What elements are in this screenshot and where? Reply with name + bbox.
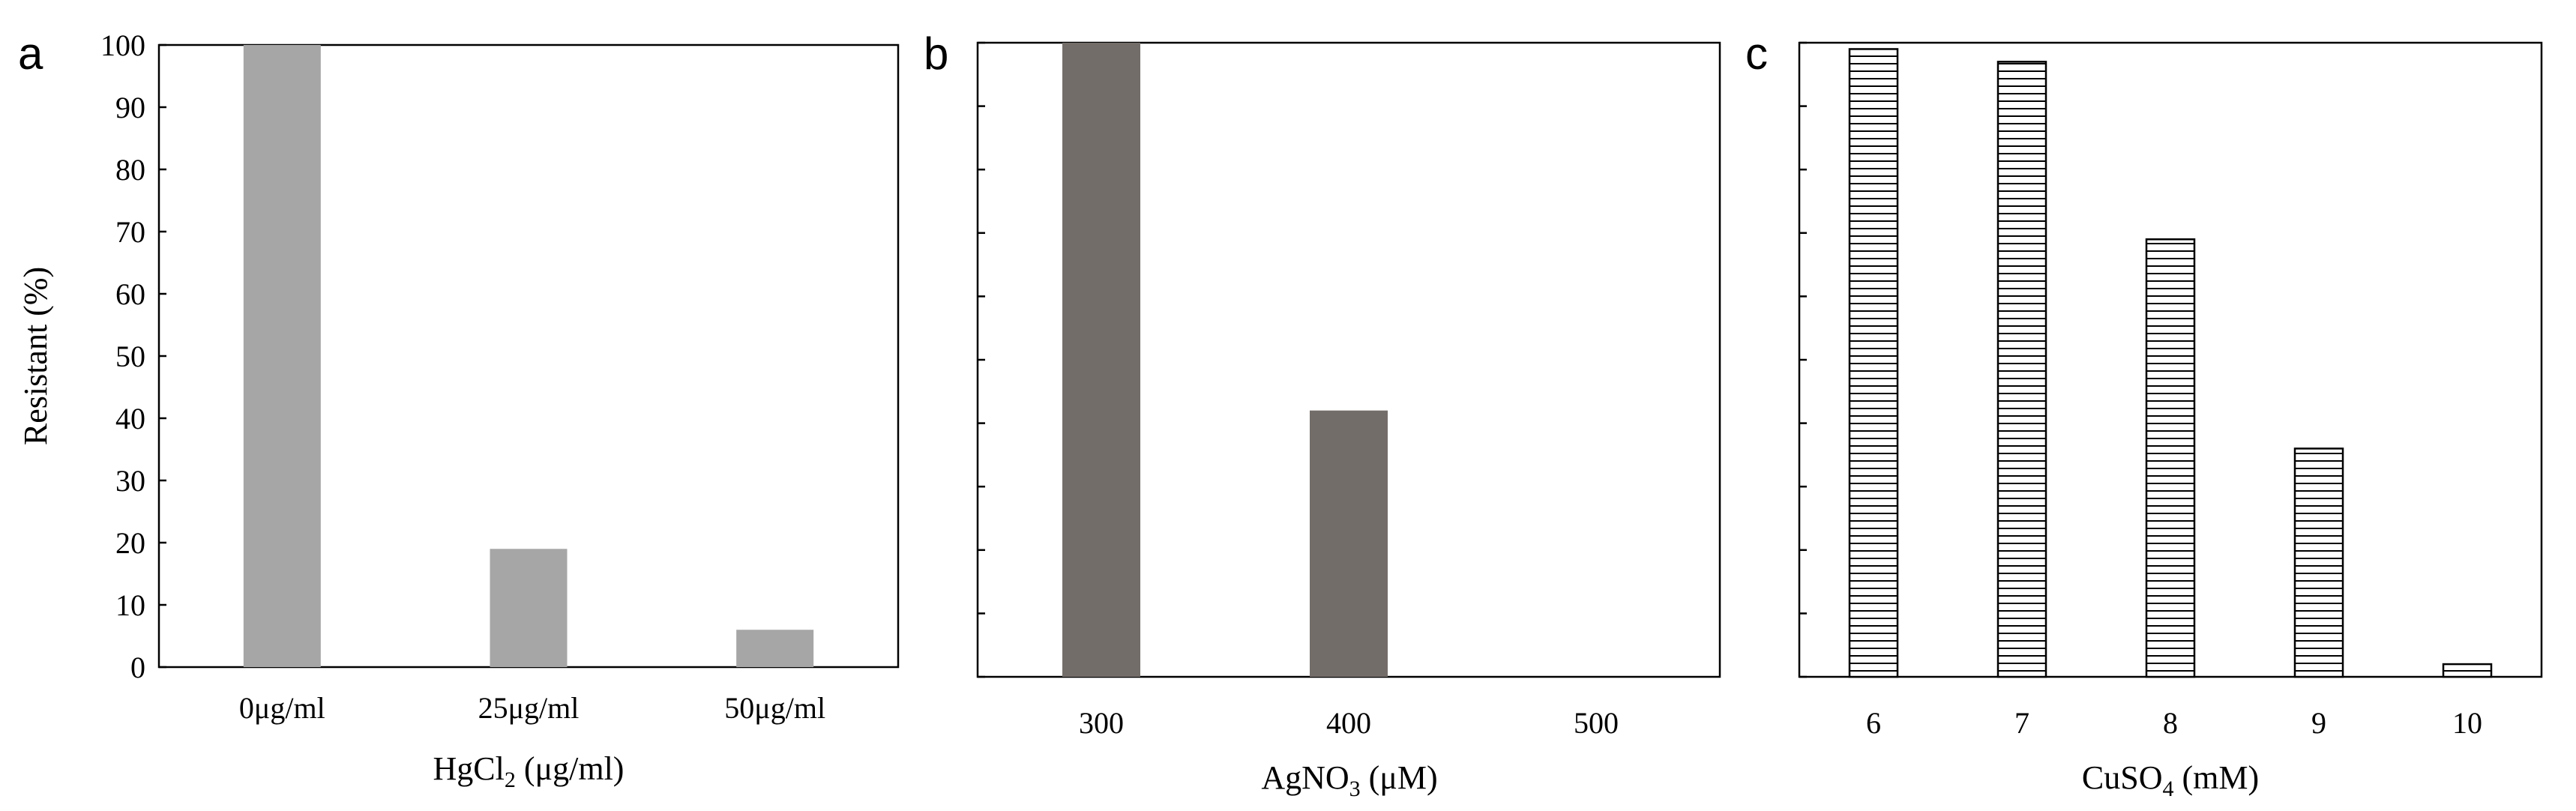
panel-c-bar-7 bbox=[1996, 61, 2047, 678]
panel-a-x-tick-label: 50μg/ml bbox=[724, 691, 825, 725]
panel-a-y-tick-label: 80 bbox=[115, 153, 145, 187]
panel-a-x-tick-label: 25μg/ml bbox=[478, 691, 580, 725]
panel-a-bar-0μg/ml bbox=[243, 45, 321, 667]
panel-b-x-tick-label: 400 bbox=[1326, 706, 1371, 740]
panel-b-label: b bbox=[924, 28, 948, 79]
panel-a-y-axis-label: Resistant (%) bbox=[17, 267, 54, 445]
panel-a-y-tick-label: 20 bbox=[115, 526, 145, 560]
panel-b-bar-400 bbox=[1310, 410, 1388, 677]
panel-a-bars bbox=[243, 45, 814, 667]
panel-b-x-tick-label: 300 bbox=[1079, 706, 1124, 740]
panel-c-x-tick-label: 6 bbox=[1866, 706, 1881, 740]
panel-a-x-axis-label: HgCl2 (μg/ml) bbox=[433, 750, 625, 792]
panel-a-y-tick-label: 40 bbox=[115, 402, 145, 435]
panel-b-x-axis-label: AgNO3 (μM) bbox=[1261, 759, 1437, 801]
panel-c-x-axis-label: CuSO4 (mM) bbox=[2082, 759, 2259, 801]
panel-a-x-tick-label: 0μg/ml bbox=[239, 691, 325, 725]
panel-c-bar-6 bbox=[1848, 48, 1899, 678]
panel-c-x-tick-label: 10 bbox=[2452, 706, 2482, 740]
panel-c-bar-10 bbox=[2442, 663, 2493, 678]
panel-c: c 6 7 8 9 10 CuSO4 (mM) bbox=[1745, 28, 2543, 801]
panel-b-x-tick-label: 500 bbox=[1574, 706, 1619, 740]
panel-b-bar-300 bbox=[1062, 43, 1140, 677]
panel-b-x-ticks: 300 400 500 bbox=[1079, 706, 1619, 740]
panel-a: a 0 10 20 30 40 50 60 70 80 90 100 0μg/ml 25μg/ml 50… bbox=[17, 28, 900, 792]
panel-a-y-ticks: 0 10 20 30 40 50 60 70 80 90 100 bbox=[100, 28, 166, 684]
panel-b-bars bbox=[1062, 43, 1388, 677]
panel-a-y-tick-label: 60 bbox=[115, 277, 145, 311]
panel-a-y-tick-label: 10 bbox=[115, 588, 145, 622]
panel-c-y-ticks bbox=[1799, 41, 1807, 678]
panel-a-bar-25μg/ml bbox=[490, 549, 568, 667]
panel-c-x-tick-label: 9 bbox=[2311, 706, 2326, 740]
panel-c-label: c bbox=[1745, 28, 1768, 79]
panel-a-y-tick-label: 70 bbox=[115, 215, 145, 249]
panel-a-y-tick-label: 50 bbox=[115, 340, 145, 373]
panel-c-bar-8 bbox=[2145, 238, 2196, 678]
panel-a-y-tick-label: 0 bbox=[130, 651, 145, 684]
panel-c-bar-9 bbox=[2293, 447, 2344, 678]
panel-a-x-ticks: 0μg/ml 25μg/ml 50μg/ml bbox=[239, 691, 825, 725]
panel-a-y-tick-label: 30 bbox=[115, 464, 145, 498]
panel-b-y-ticks bbox=[978, 41, 985, 678]
panel-a-y-tick-label: 100 bbox=[100, 28, 145, 62]
panel-c-x-tick-label: 7 bbox=[2014, 706, 2029, 740]
panel-c-x-ticks: 6 7 8 9 10 bbox=[1866, 706, 2482, 740]
panel-a-bar-50μg/ml bbox=[736, 630, 814, 667]
panel-a-y-tick-label: 90 bbox=[115, 91, 145, 124]
panel-c-x-tick-label: 8 bbox=[2163, 706, 2178, 740]
panel-b: b 300 400 500 AgNO3 (μM) bbox=[924, 28, 1721, 801]
panel-c-bars bbox=[1848, 48, 2493, 678]
panel-a-label: a bbox=[18, 28, 43, 79]
